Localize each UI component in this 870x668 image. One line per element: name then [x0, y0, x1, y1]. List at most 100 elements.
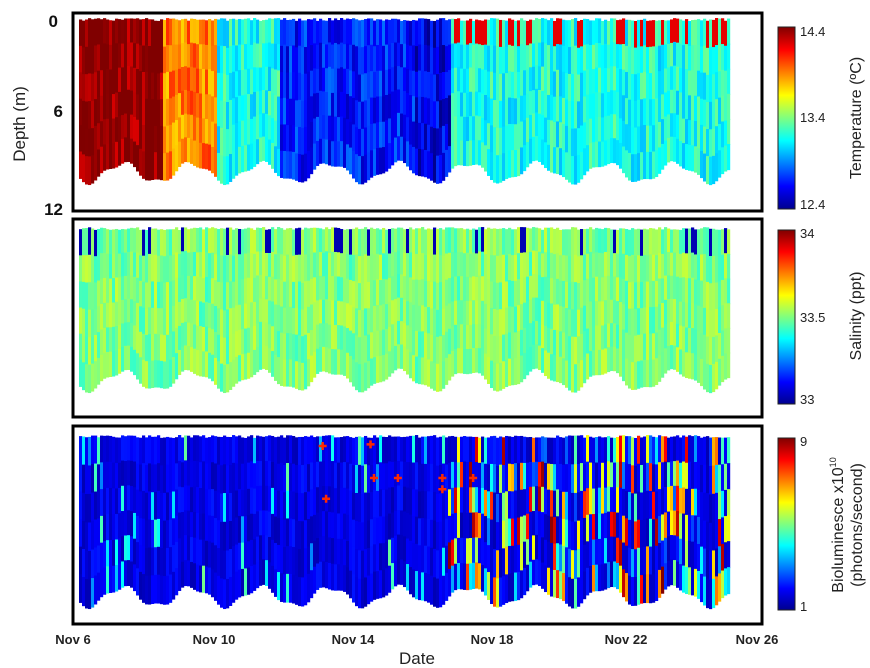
bioluminescence-cell — [136, 542, 140, 570]
salinity-cell — [679, 229, 683, 255]
salinity-cell — [313, 252, 317, 279]
temperature-cell — [703, 45, 707, 74]
salinity-cell — [280, 280, 284, 308]
salinity-cell — [727, 303, 731, 329]
salinity-cell — [670, 298, 674, 323]
temperature-cell — [514, 20, 518, 48]
temperature-cell — [163, 19, 167, 48]
salinity-cell — [508, 358, 512, 386]
salinity-cell — [478, 299, 482, 325]
bioluminescence-cell — [691, 462, 695, 490]
salinity-cell — [580, 360, 584, 388]
bioluminescence-cell — [583, 517, 587, 546]
temperature-cell — [88, 18, 92, 47]
salinity-cell — [439, 309, 443, 338]
salinity-cell — [133, 228, 137, 254]
temperature-cell — [424, 71, 428, 99]
temperature-cell — [175, 19, 179, 46]
salinity-cell — [289, 280, 293, 308]
bioluminescence-cell — [553, 490, 557, 519]
salinity-cell — [364, 281, 368, 310]
bioluminescence-cell — [346, 462, 350, 490]
salinity-cell — [571, 227, 575, 256]
salinity-cell — [628, 229, 632, 258]
bioluminescence-cell — [673, 560, 677, 586]
temperature-cell — [484, 120, 488, 147]
temperature-cell — [325, 115, 329, 141]
temperature-cell — [475, 139, 479, 165]
temperature-cell — [679, 116, 683, 143]
temperature-cell — [307, 45, 311, 73]
temperature-cell — [601, 69, 605, 95]
salinity-cell — [466, 252, 470, 278]
salinity-cell — [547, 227, 551, 254]
salinity-cell — [394, 322, 398, 347]
salinity-cell — [355, 362, 359, 391]
bioluminescence-cell — [310, 543, 314, 572]
bioluminescence-cell — [151, 464, 155, 494]
temperature-cell — [721, 121, 725, 149]
salinity-cell — [136, 353, 140, 380]
salinity-cell — [442, 255, 446, 284]
temperature-cell — [187, 137, 191, 163]
temperature-cell — [514, 46, 518, 74]
salinity-cell — [343, 253, 347, 280]
bioluminescence-cell — [334, 538, 338, 566]
salinity-cell — [595, 252, 599, 278]
salinity-cell — [283, 281, 287, 309]
bioluminescence-cell — [631, 521, 635, 551]
salinity-cell — [694, 329, 698, 356]
bioluminescence-cell — [517, 463, 521, 492]
salinity-cell — [322, 229, 326, 254]
salinity-cell — [658, 227, 662, 254]
temperature-cell — [100, 70, 104, 97]
salinity-cell — [667, 252, 671, 277]
salinity-cell — [715, 256, 719, 284]
salinity-cell — [112, 253, 116, 280]
sal-cb-tick-mid: 33.5 — [800, 310, 825, 325]
bioluminescence-cell — [169, 492, 173, 521]
bioluminescence-cell — [292, 463, 296, 493]
bioluminescence-cell — [706, 436, 710, 466]
salinity-cell — [610, 346, 614, 372]
bioluminescence-cell — [643, 436, 647, 466]
salinity-cell — [697, 254, 701, 282]
temperature-cell — [208, 69, 212, 96]
bioluminescence-cell — [91, 492, 95, 523]
temperature-cell — [157, 99, 161, 128]
bioluminescence-cell — [592, 565, 596, 592]
temperature-cell — [685, 69, 689, 96]
bioluminescence-cell — [727, 437, 731, 465]
salinity-cell — [658, 304, 662, 331]
temperature-cell — [487, 123, 491, 151]
bioluminescence-cell — [151, 519, 155, 549]
bioluminescence-cell — [634, 577, 638, 606]
salinity-cell — [514, 255, 518, 282]
salinity-cell — [502, 281, 506, 309]
salinity-cell — [502, 361, 506, 389]
temperature-cell — [415, 148, 419, 176]
bioluminescence-cell — [613, 487, 617, 514]
salinity-cell — [418, 279, 422, 307]
salinity-cell — [184, 251, 188, 276]
salinity-cell — [673, 275, 677, 301]
temperature-cell — [580, 99, 584, 127]
temperature-cell — [415, 97, 419, 125]
salinity-cell — [202, 351, 206, 377]
temperature-cell — [592, 44, 596, 71]
salinity-cell — [205, 301, 209, 328]
temperature-cell — [547, 144, 551, 171]
bioluminescence-cell — [499, 492, 503, 523]
bioluminescence-cell — [547, 463, 551, 491]
salinity-cell — [337, 227, 341, 254]
bioluminescence-cell — [346, 488, 350, 516]
bioluminescence-cell — [244, 464, 248, 492]
salinity-cell — [130, 227, 134, 253]
temperature-cell — [448, 146, 452, 173]
bioluminescence-cell — [172, 518, 176, 547]
salinity-cell — [148, 307, 152, 336]
bioluminescence-cell — [622, 462, 626, 490]
salinity-cell — [412, 254, 416, 281]
bioluminescence-cell — [403, 436, 407, 463]
bioluminescence-cell — [406, 513, 410, 540]
